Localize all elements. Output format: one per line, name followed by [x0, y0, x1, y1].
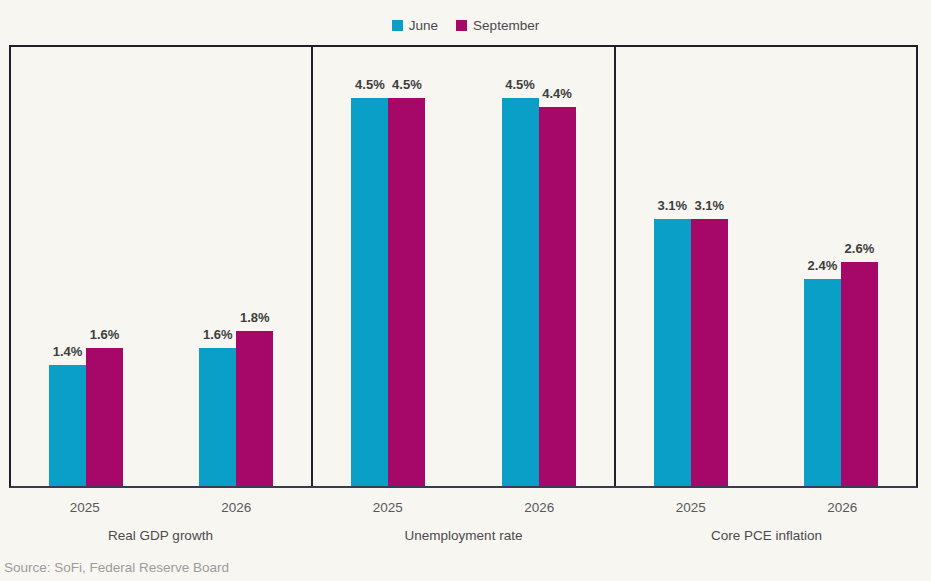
x-axis-labels: 2025 2026 2025 2026 2025 2026: [9, 500, 918, 515]
bar-slot-june: 4.5%: [502, 47, 539, 486]
bar-slot-september: 4.5%: [388, 47, 425, 486]
bar-slot-september: 1.6%: [86, 47, 123, 486]
bar-value-label: 2.4%: [808, 258, 838, 273]
bar-june-2026: [804, 279, 841, 486]
legend-item-june: June: [392, 18, 438, 33]
bar-june-2025: [351, 98, 388, 486]
legend-label-september: September: [473, 18, 539, 33]
bar-september-2025: [388, 98, 425, 486]
bar-september-2025: [691, 219, 728, 486]
panel-title: Core PCE inflation: [615, 528, 918, 543]
bar-slot-june: 1.4%: [49, 47, 86, 486]
bar-slot-june: 1.6%: [199, 47, 236, 486]
bar-group-2026: 4.5% 4.4%: [502, 47, 576, 486]
bar-value-label: 4.4%: [542, 86, 572, 101]
fed-projections-chart-page: June September 1.4%1.6%1.6%1.8%4.5%4.5%4…: [0, 0, 931, 581]
bar-september-2026: [841, 262, 878, 486]
bar-value-label: 3.1%: [657, 198, 687, 213]
x-tick-label: 2025: [654, 500, 728, 515]
bar-slot-june: 4.5%: [351, 47, 388, 486]
bar-group-2025: 3.1% 3.1%: [654, 47, 728, 486]
bar-june-2025: [49, 365, 86, 486]
bar-september-2025: [86, 348, 123, 486]
legend-item-september: September: [456, 18, 539, 33]
chart-legend: June September: [0, 0, 931, 36]
bar-value-label: 1.4%: [53, 344, 83, 359]
bar-value-label: 1.8%: [240, 310, 270, 325]
panel-core-pce-inflation: 3.1% 3.1% 2.4% 2.6%: [616, 47, 916, 486]
bar-group-2026: 2.4% 2.6%: [804, 47, 878, 486]
legend-label-june: June: [409, 18, 438, 33]
x-tick-label: 2026: [805, 500, 879, 515]
panel-unemployment-rate: 4.5% 4.5% 4.5% 4.4%: [313, 47, 615, 486]
bar-value-label: 3.1%: [694, 198, 724, 213]
bar-june-2026: [502, 98, 539, 486]
bar-group-2025: 4.5% 4.5%: [351, 47, 425, 486]
bar-value-label: 1.6%: [203, 327, 233, 342]
bar-september-2026: [236, 331, 273, 486]
x-tick-label: 2026: [199, 500, 273, 515]
panel-titles: Real GDP growthUnemployment rateCore PCE…: [9, 528, 918, 543]
bar-slot-september: 2.6%: [841, 47, 878, 486]
x-axis-panel: 2025 2026: [615, 500, 918, 515]
june-swatch-icon: [392, 20, 403, 31]
grouped-bar-chart: 1.4%1.6%1.6%1.8%4.5%4.5%4.5%4.4%3.1%3.1%…: [9, 45, 918, 488]
bar-value-label: 1.6%: [90, 327, 120, 342]
bar-june-2025: [654, 219, 691, 486]
x-axis-panel: 2025 2026: [9, 500, 312, 515]
source-note: Source: SoFi, Federal Reserve Board: [4, 560, 229, 575]
bar-value-label: 4.5%: [392, 77, 422, 92]
bar-value-label: 4.5%: [505, 77, 535, 92]
x-tick-label: 2025: [351, 500, 425, 515]
bar-slot-september: 3.1%: [691, 47, 728, 486]
bar-slot-june: 3.1%: [654, 47, 691, 486]
x-axis-panel: 2025 2026: [312, 500, 615, 515]
bar-value-label: 2.6%: [845, 241, 875, 256]
bar-group-2025: 1.4% 1.6%: [49, 47, 123, 486]
bar-june-2026: [199, 348, 236, 486]
bar-slot-september: 4.4%: [539, 47, 576, 486]
bar-slot-september: 1.8%: [236, 47, 273, 486]
x-tick-label: 2026: [502, 500, 576, 515]
bar-value-label: 4.5%: [355, 77, 385, 92]
panel-title: Unemployment rate: [312, 528, 615, 543]
bar-group-2026: 1.6% 1.8%: [199, 47, 273, 486]
bar-slot-june: 2.4%: [804, 47, 841, 486]
panel-real-gdp-growth: 1.4% 1.6% 1.6% 1.8%: [11, 47, 313, 486]
panel-title: Real GDP growth: [9, 528, 312, 543]
bar-september-2026: [539, 107, 576, 486]
x-tick-label: 2025: [48, 500, 122, 515]
september-swatch-icon: [456, 20, 467, 31]
